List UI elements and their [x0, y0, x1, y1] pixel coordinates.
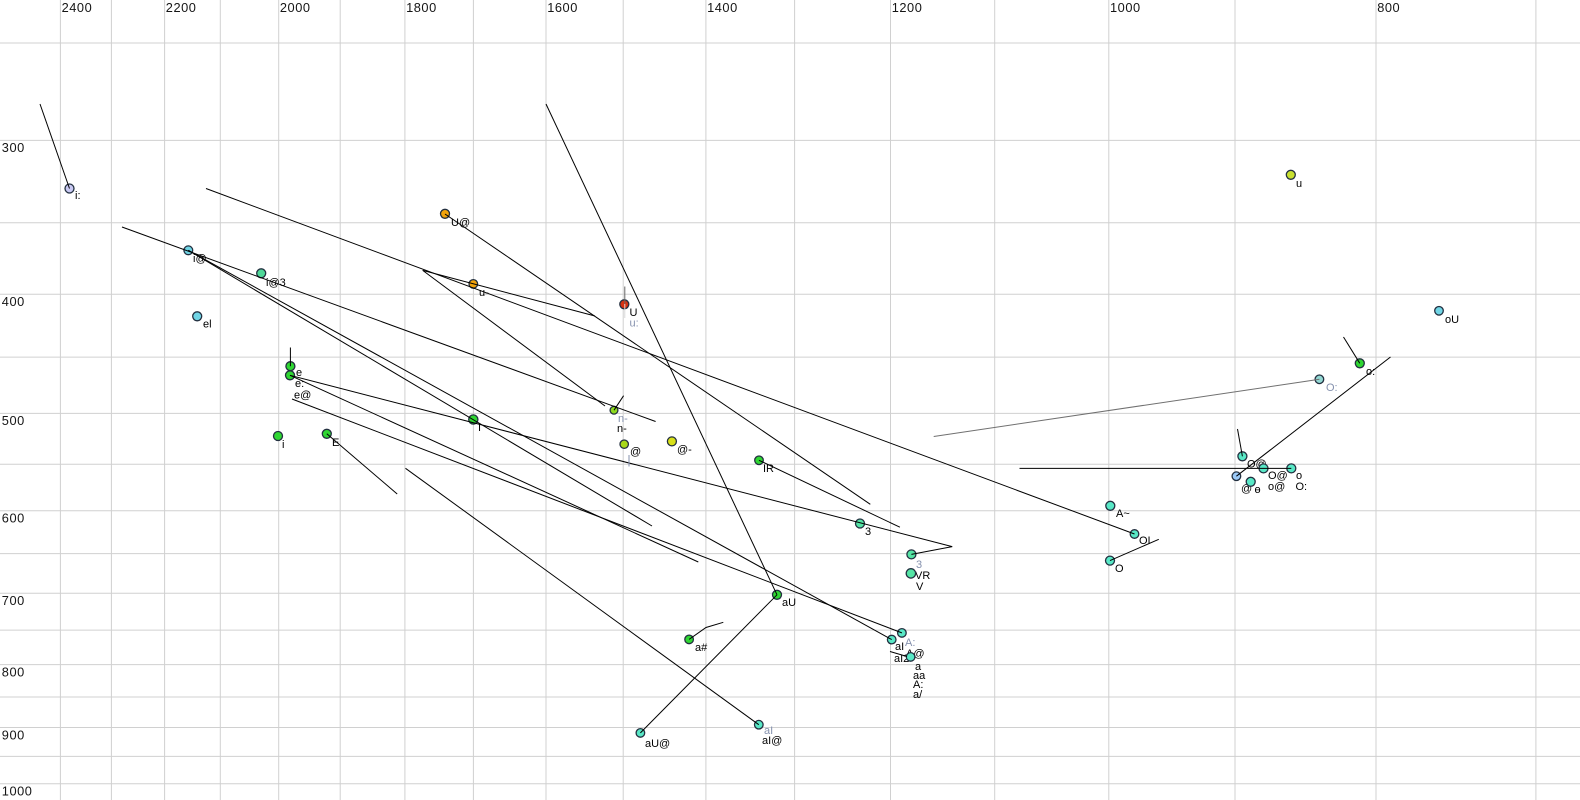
svg-text:u-: u-	[479, 287, 489, 299]
svg-text:a#: a#	[695, 642, 708, 654]
svg-text:O@: O@	[1268, 470, 1288, 482]
svg-text:i:: i:	[75, 190, 81, 202]
svg-text:aI@: aI@	[762, 735, 782, 747]
svg-text:i@: i@	[193, 253, 207, 265]
svg-text:@-: @-	[677, 444, 692, 456]
svg-text:a: a	[915, 661, 922, 673]
svg-text:u:: u:	[630, 318, 639, 330]
svg-text:O:: O:	[1296, 481, 1308, 493]
svg-text:V: V	[916, 581, 924, 593]
svg-text:a/: a/	[913, 689, 923, 701]
svg-text:2200: 2200	[166, 0, 197, 15]
svg-text:IR: IR	[763, 463, 774, 475]
svg-text:I: I	[478, 422, 481, 434]
svg-text:OI: OI	[1139, 535, 1151, 547]
svg-text:aI: aI	[764, 725, 773, 737]
svg-text:1000: 1000	[1110, 0, 1141, 15]
svg-text:aU: aU	[782, 597, 796, 609]
svg-text:A:: A:	[913, 679, 923, 691]
svg-text:U: U	[630, 307, 638, 319]
svg-text:aI: aI	[895, 641, 904, 653]
svg-text:n-: n-	[618, 413, 628, 425]
svg-text:1600: 1600	[547, 0, 578, 15]
svg-text:A~: A~	[1116, 508, 1130, 520]
svg-text:O: O	[1115, 563, 1124, 575]
svg-text:800: 800	[2, 664, 25, 679]
svg-text:el: el	[203, 319, 212, 331]
svg-text:700: 700	[2, 593, 25, 608]
svg-text:o: o	[1296, 470, 1302, 482]
svg-text:@: @	[1241, 483, 1252, 495]
svg-text:1000: 1000	[2, 784, 33, 799]
svg-text:O:: O:	[1326, 382, 1338, 394]
svg-text:2400: 2400	[62, 0, 93, 15]
svg-text:900: 900	[2, 727, 25, 742]
svg-text:1200: 1200	[892, 0, 923, 15]
svg-text:800: 800	[1377, 0, 1400, 15]
svg-text:E: E	[332, 437, 339, 449]
svg-text:U@: U@	[451, 217, 470, 229]
svg-text:e: e	[296, 367, 302, 379]
svg-text:n-: n-	[617, 423, 627, 435]
svg-text:3: 3	[865, 526, 871, 538]
svg-text:e:: e:	[295, 378, 304, 390]
svg-text:o@: o@	[1268, 481, 1285, 493]
svg-text:i: i	[282, 439, 284, 451]
svg-text:A:: A:	[905, 637, 915, 649]
svg-text:aa: aa	[913, 670, 926, 682]
svg-text:2000: 2000	[280, 0, 311, 15]
svg-text:300: 300	[2, 140, 25, 155]
svg-text:500: 500	[2, 413, 25, 428]
svg-text:VR: VR	[915, 570, 930, 582]
svg-text:1800: 1800	[406, 0, 437, 15]
svg-text:aU@: aU@	[645, 738, 670, 750]
svg-text:ɵ: ɵ	[1255, 484, 1261, 496]
svg-text:600: 600	[2, 511, 25, 526]
svg-text:3: 3	[916, 559, 922, 571]
svg-text:1400: 1400	[707, 0, 738, 15]
svg-text:oU: oU	[1445, 314, 1459, 326]
svg-text:e@: e@	[294, 390, 311, 402]
svg-text:@: @	[630, 446, 641, 458]
svg-text:400: 400	[2, 294, 25, 309]
svg-text:u: u	[1296, 178, 1302, 190]
